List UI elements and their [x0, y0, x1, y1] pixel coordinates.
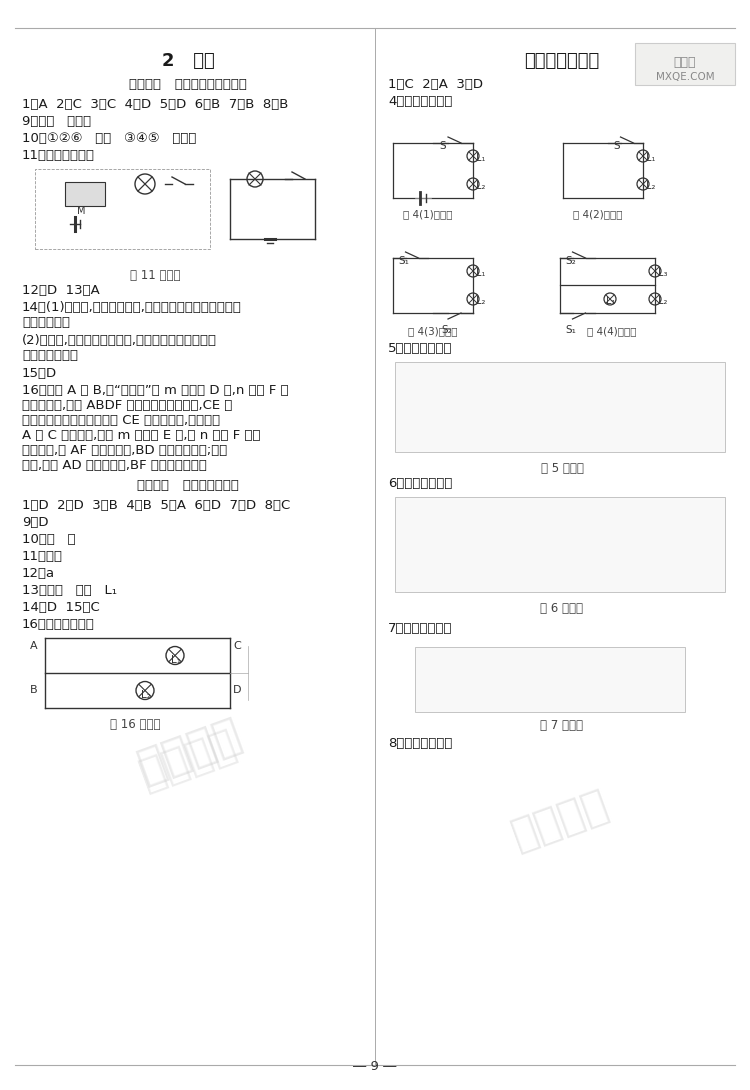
Bar [415, 647, 685, 712]
Text: 第 7 题答图: 第 7 题答图 [541, 719, 584, 732]
Text: 作业辅灵: 作业辅灵 [132, 712, 248, 788]
Text: 9．D: 9．D [22, 516, 49, 529]
Text: 1．C  2．A  3．D: 1．C 2．A 3．D [388, 78, 483, 90]
Text: 第２课时   电路的连接方式: 第２课时 电路的连接方式 [137, 479, 239, 492]
Text: 5．如答图所示。: 5．如答图所示。 [388, 342, 452, 355]
Text: 小灯泡发光,说明 ABDF 所在的两根导线连通,CE 为: 小灯泡发光,说明 ABDF 所在的两根导线连通,CE 为 [22, 399, 232, 412]
Text: S₁: S₁ [565, 325, 576, 335]
Text: S₂: S₂ [565, 256, 576, 266]
Text: 6．如答图所示。: 6．如答图所示。 [388, 477, 452, 490]
Text: 第 4(4)题答图: 第 4(4)题答图 [587, 326, 637, 336]
Text: 1．A  2．C  3．C  4．D  5．D  6．B  7．B  8．B: 1．A 2．C 3．C 4．D 5．D 6．B 7．B 8．B [22, 98, 288, 111]
Text: 8．如答图所示。: 8．如答图所示。 [388, 737, 452, 750]
Text: S: S [439, 141, 446, 152]
Text: C: C [233, 641, 241, 651]
Text: 11．并联: 11．并联 [22, 550, 63, 564]
Text: 第 11 题答图: 第 11 题答图 [130, 269, 180, 282]
Text: L₂: L₂ [646, 181, 656, 191]
Text: 14．(1)不正确,柄套是绁缘体,装上柄套主要是为了防止发: 14．(1)不正确,柄套是绁缘体,装上柄套主要是为了防止发 [22, 301, 242, 314]
Text: L₂: L₂ [658, 296, 668, 306]
Text: L₂: L₂ [476, 181, 485, 191]
Text: L₂: L₂ [476, 296, 485, 306]
Text: 答案君: 答案君 [674, 57, 696, 70]
Text: 第 4(3)题答图: 第 4(3)题答图 [408, 326, 458, 336]
Text: S₁: S₁ [398, 256, 409, 266]
Text: 灯泡发光,则 AF 为一根导线,BD 为另一根导线;若灯: 灯泡发光,则 AF 为一根导线,BD 为另一根导线;若灯 [22, 444, 227, 457]
Text: 13．并联   串联   L₁: 13．并联 串联 L₁ [22, 584, 117, 597]
Text: 第 5 题答图: 第 5 题答图 [541, 462, 584, 475]
Text: L₁: L₁ [171, 655, 181, 665]
Text: B: B [30, 685, 38, 695]
Text: L₁: L₁ [646, 153, 656, 164]
Text: M: M [77, 206, 86, 216]
Text: 路和触电事故。: 路和触电事故。 [22, 349, 78, 362]
Text: L₂: L₂ [141, 690, 151, 700]
Text: 15．D: 15．D [22, 367, 57, 380]
Text: 第 16 题答图: 第 16 题答图 [110, 718, 160, 731]
Bar [65, 182, 105, 206]
Text: A: A [30, 641, 38, 651]
Text: 2   电路: 2 电路 [162, 52, 214, 70]
Text: 另外的一根导线。现在知道 CE 为一根导线,下一步将: 另外的一根导线。现在知道 CE 为一根导线,下一步将 [22, 414, 220, 427]
Text: (2)不正确,电线包层是绁缘体,主要是为了防止发生短: (2)不正确,电线包层是绁缘体,主要是为了防止发生短 [22, 334, 217, 347]
Bar [395, 362, 725, 452]
Text: 作业辅灵: 作业辅灵 [506, 784, 614, 857]
Text: A 和 C 连在一起,先把 m 连接在 E 上,若 n 连接 F 时小: A 和 C 连在一起,先把 m 连接在 E 上,若 n 连接 F 时小 [22, 429, 260, 443]
Bar [35, 169, 210, 249]
Text: D: D [233, 685, 242, 695]
Text: 1．D  2．D  3．B  4．B  5．A  6．D  7．D  8．C: 1．D 2．D 3．B 4．B 5．A 6．D 7．D 8．C [22, 499, 290, 512]
Text: 10．①②⑥   导体   ③④⑤   绁缘体: 10．①②⑥ 导体 ③④⑤ 绁缘体 [22, 132, 196, 145]
Text: 生触电事故。: 生触电事故。 [22, 316, 70, 329]
Text: S₂: S₂ [441, 325, 452, 335]
Text: 第１课时   导体、绁缘体和电路: 第１课时 导体、绁缘体和电路 [129, 78, 247, 90]
Text: 14．D  15．C: 14．D 15．C [22, 601, 100, 614]
Text: L₁: L₁ [476, 153, 485, 164]
Text: 第 6 题答图: 第 6 题答图 [541, 602, 584, 615]
Text: 不亮,说明 AD 为一根导线,BF 为另一根导线。: 不亮,说明 AD 为一根导线,BF 为另一根导线。 [22, 459, 207, 472]
Text: 周练小测（五）: 周练小测（五） [524, 52, 600, 70]
Text: L₁: L₁ [476, 268, 485, 278]
Text: MXQE.COM: MXQE.COM [656, 72, 714, 82]
Text: 10．并   串: 10．并 串 [22, 533, 76, 546]
Text: ― 9 ―: ― 9 ― [353, 1059, 397, 1073]
Text: 16．连接 A 和 B,将“测通器”的 m 连接在 D 上,n 连接 F 时: 16．连接 A 和 B,将“测通器”的 m 连接在 D 上,n 连接 F 时 [22, 384, 289, 397]
Bar [395, 497, 725, 592]
Text: 第 4(1)题答图: 第 4(1)题答图 [404, 209, 453, 219]
Text: 作业辅灵: 作业辅灵 [134, 723, 242, 797]
Text: L₁: L₁ [606, 296, 615, 306]
Bar [635, 43, 735, 85]
Text: 12．a: 12．a [22, 567, 56, 580]
Text: 12．D  13．A: 12．D 13．A [22, 284, 100, 296]
Text: 第 4(2)题答图: 第 4(2)题答图 [573, 209, 622, 219]
Text: 7．如答图所示。: 7．如答图所示。 [388, 622, 452, 635]
Text: S: S [613, 141, 620, 152]
Text: 16．如答图所示。: 16．如答图所示。 [22, 618, 94, 631]
Text: 4．如答图所示。: 4．如答图所示。 [388, 95, 452, 108]
Text: 11．如答图所示。: 11．如答图所示。 [22, 149, 95, 162]
Text: L₃: L₃ [658, 268, 668, 278]
Text: 9．电源   用电器: 9．电源 用电器 [22, 116, 92, 128]
